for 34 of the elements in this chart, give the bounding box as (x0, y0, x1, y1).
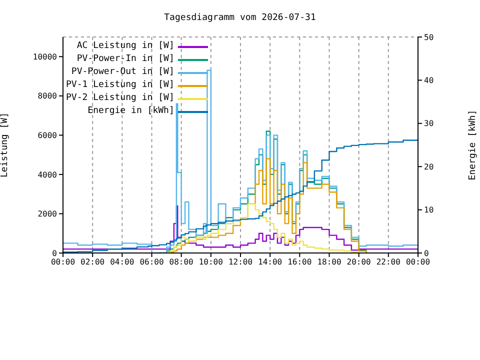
legend-label: Energie in [kWh] (88, 105, 174, 118)
legend-label: PV-1 Leistung in [W] (66, 79, 174, 92)
x-tick-label: 22:00 (376, 258, 401, 267)
x-tick-label: 00:00 (406, 258, 430, 267)
x-tick-label: 08:00 (169, 258, 194, 267)
x-tick-label: 20:00 (346, 258, 372, 267)
legend-label: PV-Power-In in [W] (76, 53, 174, 66)
y2-tick-label: 40 (424, 76, 434, 86)
y-axis-title: Leistung [W] (0, 112, 10, 178)
legend-label: PV-2 Leistung in [W] (66, 92, 174, 105)
legend-label: PV-Power-Out in [W] (71, 66, 174, 79)
y2-tick-label: 10 (424, 206, 434, 215)
x-tick-label: 06:00 (140, 258, 164, 267)
y2-axis-title: Energie [kWh] (468, 110, 478, 180)
x-tick-label: 00:00 (50, 258, 76, 267)
y-tick-label: 4000 (38, 170, 58, 180)
x-tick-label: 10:00 (198, 258, 224, 267)
y-tick-label: 6000 (38, 131, 58, 140)
y2-tick-label: 0 (424, 248, 429, 258)
y2-tick-label: 20 (424, 162, 434, 172)
x-tick-label: 14:00 (258, 258, 282, 267)
y-tick-label: 10000 (32, 52, 58, 62)
x-tick-label: 04:00 (110, 258, 134, 267)
x-tick-label: 02:00 (80, 258, 105, 267)
y-tick-label: 8000 (38, 92, 58, 101)
y-tick-label: 2000 (38, 210, 58, 219)
x-tick-label: 12:00 (228, 258, 253, 267)
y-tick-label: 0 (52, 248, 58, 258)
y2-tick-label: 50 (424, 32, 434, 42)
legend-label: AC Leistung in [W] (76, 40, 174, 53)
chart-title: Tagesdiagramm vom 2026-07-31 (163, 13, 317, 23)
x-tick-label: 16:00 (288, 258, 312, 267)
x-tick-label: 18:00 (317, 258, 342, 267)
y2-tick-label: 30 (424, 119, 434, 128)
